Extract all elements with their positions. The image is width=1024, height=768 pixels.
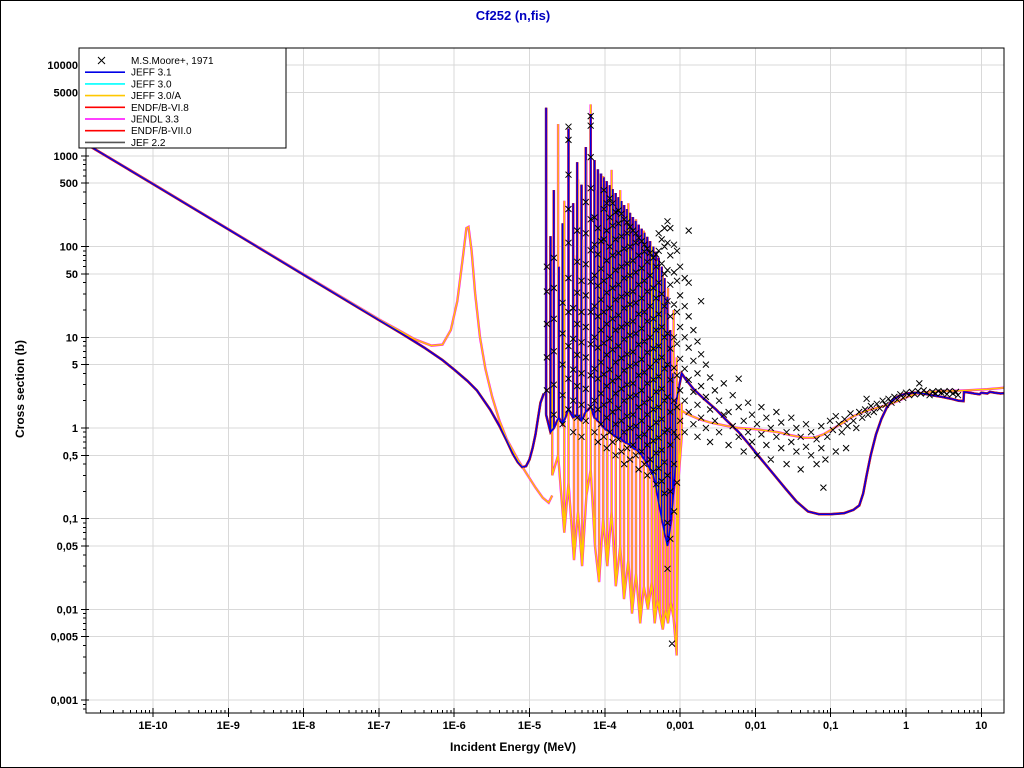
legend-entry-label: ENDF/B-VII.0 bbox=[131, 126, 192, 137]
legend-entry-label: JEFF 3.0/A bbox=[131, 91, 181, 102]
scatter-moore-1971 bbox=[543, 112, 962, 647]
svg-text:0,005: 0,005 bbox=[50, 632, 78, 644]
svg-text:1E-9: 1E-9 bbox=[217, 720, 240, 732]
svg-text:10: 10 bbox=[975, 720, 987, 732]
curves bbox=[86, 104, 1004, 656]
svg-text:0,01: 0,01 bbox=[57, 604, 78, 616]
legend-entry-label: ENDF/B-VI.8 bbox=[131, 103, 189, 114]
svg-text:1E-7: 1E-7 bbox=[367, 720, 390, 732]
legend-marker-x-icon bbox=[97, 56, 106, 65]
svg-text:5000: 5000 bbox=[54, 88, 78, 100]
svg-text:1E-5: 1E-5 bbox=[518, 720, 541, 732]
svg-text:0,001: 0,001 bbox=[50, 695, 78, 707]
svg-text:1000: 1000 bbox=[54, 151, 78, 163]
svg-text:10: 10 bbox=[66, 332, 78, 344]
svg-text:0,05: 0,05 bbox=[57, 541, 78, 553]
svg-text:0,1: 0,1 bbox=[63, 514, 78, 526]
svg-text:10000: 10000 bbox=[47, 60, 78, 72]
svg-text:0,001: 0,001 bbox=[666, 720, 694, 732]
svg-text:100: 100 bbox=[60, 242, 78, 254]
legend-entry-label: JENDL 3.3 bbox=[131, 115, 179, 126]
svg-text:5: 5 bbox=[72, 360, 78, 372]
chart-title: Cf252 (n,fis) bbox=[475, 8, 551, 23]
legend-entry-label: JEFF 3.0 bbox=[131, 79, 172, 90]
svg-text:50: 50 bbox=[66, 269, 78, 281]
legend-entry-label: M.S.Moore+, 1971 bbox=[131, 56, 214, 67]
x-axis-title: Incident Energy (MeV) bbox=[449, 740, 577, 754]
svg-text:1E-6: 1E-6 bbox=[443, 720, 466, 732]
svg-text:0,1: 0,1 bbox=[823, 720, 838, 732]
svg-text:1E-10: 1E-10 bbox=[138, 720, 167, 732]
svg-text:1E-4: 1E-4 bbox=[593, 720, 617, 732]
svg-text:1: 1 bbox=[903, 720, 909, 732]
svg-text:1: 1 bbox=[72, 423, 78, 435]
x-tick-labels: 1E-10 1E-9 1E-8 1E-7 1E-6 1E-5 1E-4 0,001 0,01 0,… bbox=[138, 720, 987, 732]
plot-frame bbox=[85, 47, 1005, 714]
axis-ticks bbox=[81, 64, 982, 717]
legend-entry-label: JEF 2.2 bbox=[131, 138, 166, 149]
svg-text:0,5: 0,5 bbox=[63, 450, 78, 462]
legend-entry-label: JEFF 3.1 bbox=[131, 68, 172, 79]
svg-text:1E-8: 1E-8 bbox=[292, 720, 315, 732]
svg-text:500: 500 bbox=[60, 178, 78, 190]
svg-text:0,01: 0,01 bbox=[745, 720, 766, 732]
y-tick-labels: 10000 5000 1000 500 100 50 10 5 1 0,5 0,1 0,05 0,01 0… bbox=[47, 60, 78, 707]
